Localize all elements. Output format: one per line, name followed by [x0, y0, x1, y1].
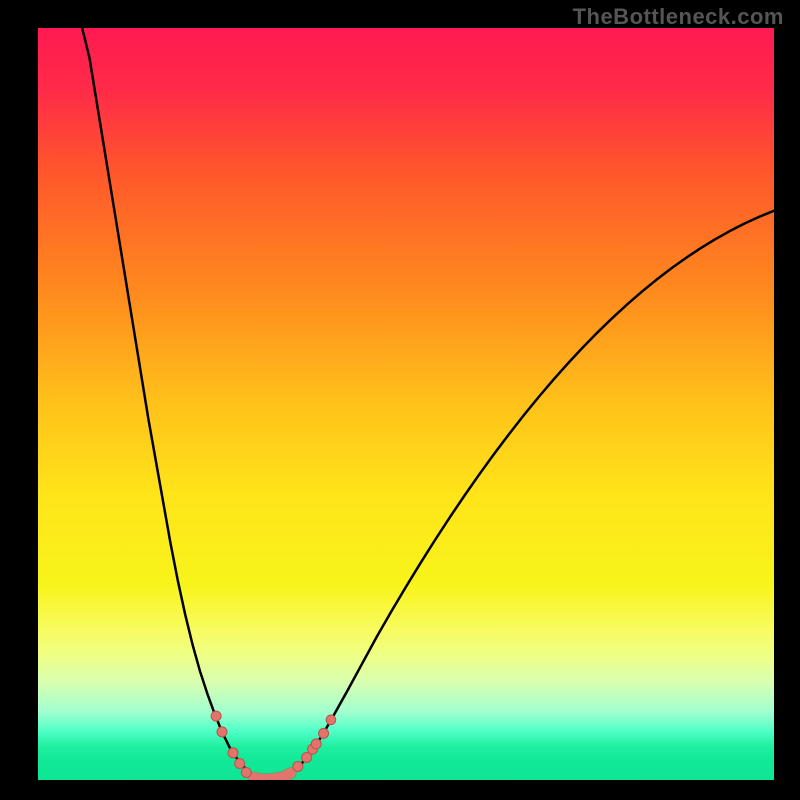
bottleneck-chart [38, 28, 774, 780]
marker-dot [235, 758, 245, 768]
marker-dot [326, 715, 336, 725]
marker-dot [228, 748, 238, 758]
chart-frame: TheBottleneck.com [0, 0, 800, 800]
watermark-text: TheBottleneck.com [573, 4, 784, 30]
marker-dot [311, 739, 321, 749]
marker-dot [319, 728, 329, 738]
marker-dot [241, 767, 251, 777]
marker-dot [293, 761, 303, 771]
marker-pill [254, 773, 291, 779]
chart-background [38, 28, 774, 780]
marker-dot [211, 711, 221, 721]
marker-dot [217, 727, 227, 737]
